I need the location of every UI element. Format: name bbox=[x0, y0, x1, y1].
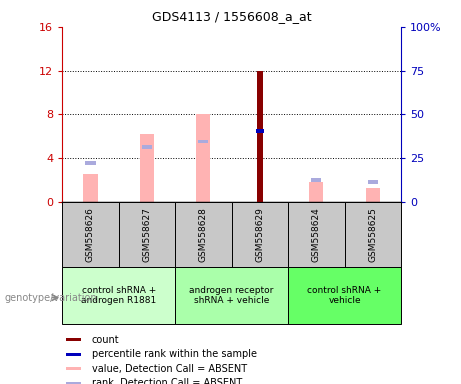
Text: GSM558629: GSM558629 bbox=[255, 207, 265, 262]
Text: rank, Detection Call = ABSENT: rank, Detection Call = ABSENT bbox=[92, 379, 242, 384]
Bar bbox=[256, 71, 263, 202]
Bar bbox=[198, 140, 208, 144]
Bar bbox=[140, 134, 154, 202]
Bar bbox=[288, 202, 344, 267]
Text: count: count bbox=[92, 335, 119, 345]
Bar bbox=[66, 382, 81, 384]
Text: control shRNA +
androgen R1881: control shRNA + androgen R1881 bbox=[81, 286, 156, 305]
Bar bbox=[309, 182, 324, 202]
Text: value, Detection Call = ABSENT: value, Detection Call = ABSENT bbox=[92, 364, 247, 374]
Bar bbox=[288, 267, 401, 324]
Bar bbox=[62, 267, 175, 324]
Bar bbox=[66, 338, 81, 341]
Bar bbox=[62, 202, 118, 267]
Bar bbox=[85, 161, 95, 165]
Text: percentile rank within the sample: percentile rank within the sample bbox=[92, 349, 257, 359]
Bar bbox=[83, 174, 98, 202]
Bar bbox=[231, 202, 288, 267]
Text: GSM558627: GSM558627 bbox=[142, 207, 152, 262]
Title: GDS4113 / 1556608_a_at: GDS4113 / 1556608_a_at bbox=[152, 10, 312, 23]
Text: genotype/variation: genotype/variation bbox=[5, 293, 97, 303]
Bar bbox=[366, 189, 380, 202]
Bar bbox=[368, 180, 378, 184]
Text: GSM558628: GSM558628 bbox=[199, 207, 208, 262]
Text: GSM558626: GSM558626 bbox=[86, 207, 95, 262]
Bar bbox=[344, 202, 401, 267]
Bar bbox=[118, 202, 175, 267]
Bar bbox=[175, 202, 231, 267]
Text: control shRNA +
vehicle: control shRNA + vehicle bbox=[307, 286, 382, 305]
Bar bbox=[256, 129, 264, 132]
Bar bbox=[175, 267, 288, 324]
Bar bbox=[196, 114, 211, 202]
Text: GSM558625: GSM558625 bbox=[368, 207, 378, 262]
Bar bbox=[66, 353, 81, 356]
Bar bbox=[142, 145, 152, 149]
Text: GSM558624: GSM558624 bbox=[312, 207, 321, 262]
Bar bbox=[311, 178, 321, 182]
Bar bbox=[66, 367, 81, 371]
Text: androgen receptor
shRNA + vehicle: androgen receptor shRNA + vehicle bbox=[189, 286, 274, 305]
